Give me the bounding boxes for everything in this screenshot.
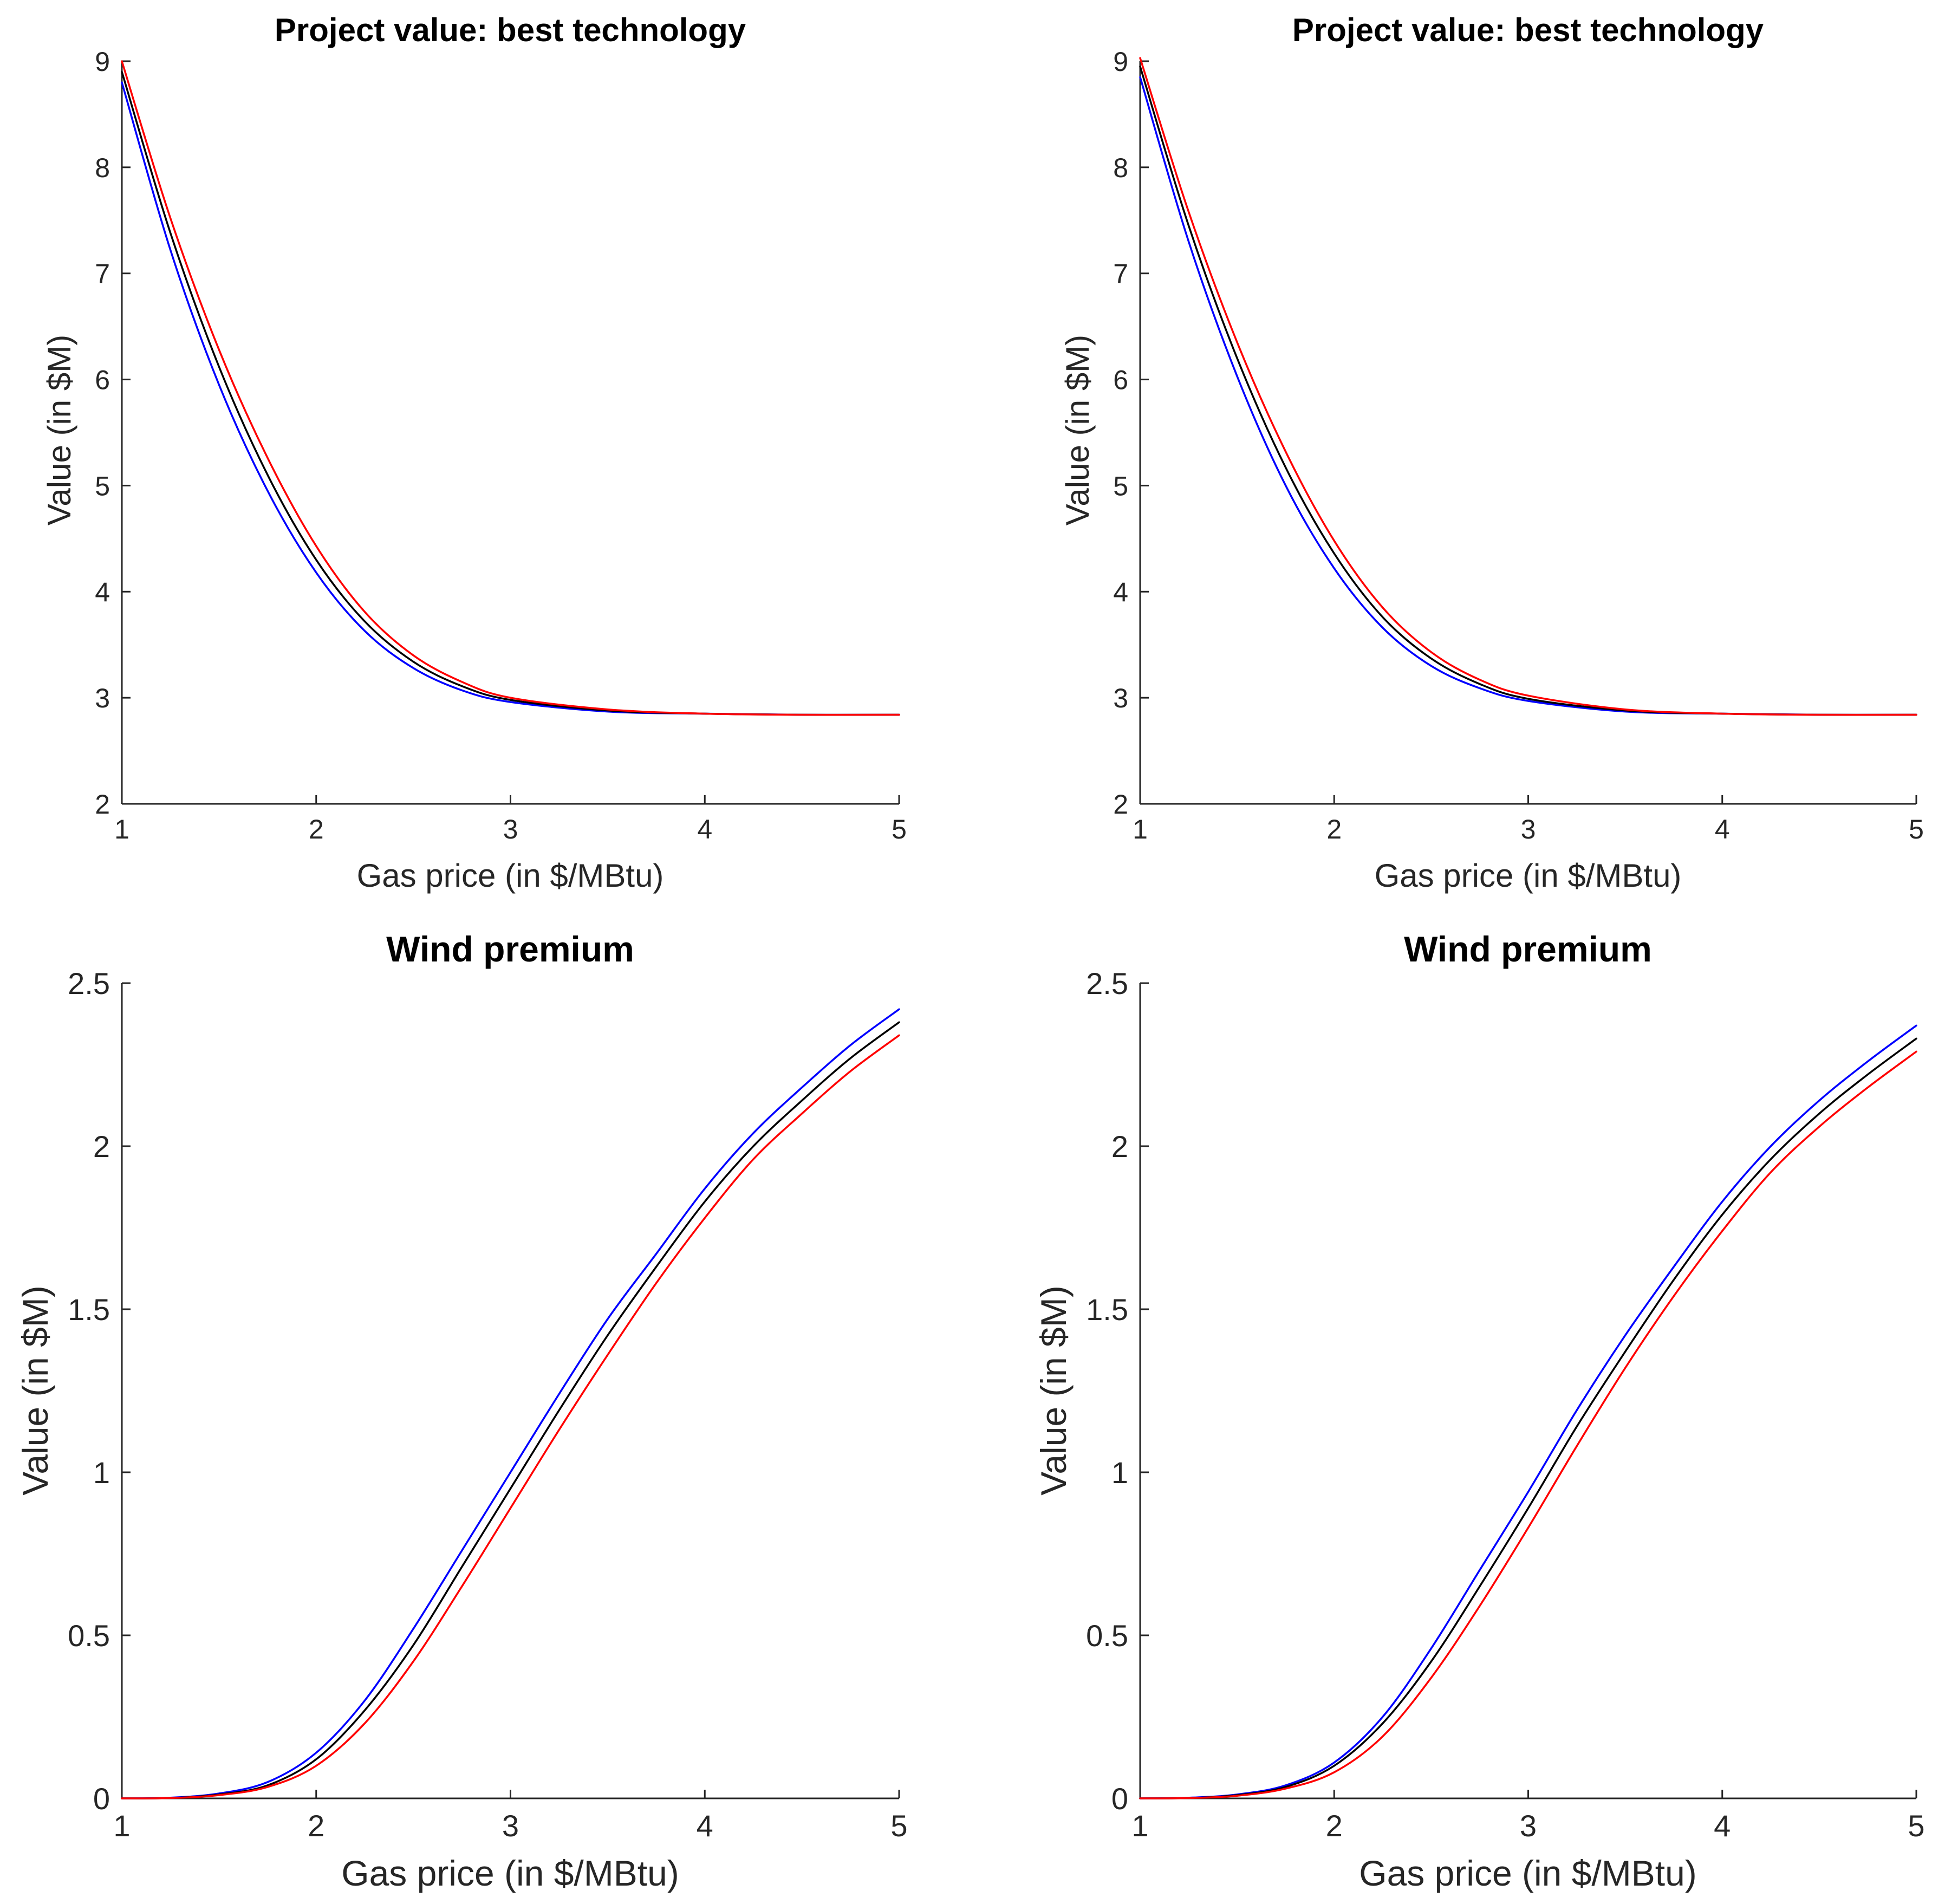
series-line-black <box>121 1021 900 1799</box>
y-tick-label: 8 <box>1113 153 1128 183</box>
series-line-blue <box>1139 1024 1917 1799</box>
x-tick-label: 5 <box>1908 1809 1924 1843</box>
y-axis-label: Value (in $M) <box>41 335 77 525</box>
plot-title: Project value: best technology <box>275 12 746 48</box>
y-tick-label: 1 <box>1111 1455 1128 1490</box>
y-tick-label: 1 <box>93 1455 110 1490</box>
x-tick-label: 3 <box>1520 1809 1537 1843</box>
y-tick-label: 2.5 <box>68 966 110 1000</box>
y-tick-label: 2.5 <box>1086 966 1128 1000</box>
y-tick-label: 8 <box>95 153 110 183</box>
y-tick-label: 7 <box>95 259 110 289</box>
y-tick-label: 1.5 <box>68 1292 110 1327</box>
x-tick-label: 4 <box>697 814 712 844</box>
x-tick-label: 1 <box>1133 814 1148 844</box>
x-tick-label: 5 <box>892 814 907 844</box>
x-axis-label: Gas price (in $/MBtu) <box>341 1853 679 1893</box>
y-tick-label: 7 <box>1113 259 1128 289</box>
y-tick-label: 2 <box>1113 789 1128 820</box>
y-tick-label: 6 <box>1113 365 1128 395</box>
x-tick-label: 2 <box>1326 814 1342 844</box>
series-line-blue <box>121 1008 900 1799</box>
y-tick-label: 9 <box>95 47 110 77</box>
plot-title: Project value: best technology <box>1292 12 1764 48</box>
series-line-red <box>121 60 900 716</box>
plot-area-bottom-right: 1 2 3 4 5 0 0.5 1 1.5 2 2.5 <box>1086 966 1924 1843</box>
y-tick-label: 0.5 <box>68 1619 110 1653</box>
x-tick-label: 4 <box>1715 814 1730 844</box>
x-tick-label: 5 <box>1909 814 1924 844</box>
y-axis-label: Value (in $M) <box>1059 335 1096 525</box>
y-tick-label: 4 <box>1113 577 1128 607</box>
subplot-top-right: Project value: best technology Gas price… <box>1059 12 1764 894</box>
y-tick-label: 5 <box>95 471 110 501</box>
plot-title: Wind premium <box>1404 929 1652 969</box>
y-tick-label: 3 <box>95 683 110 713</box>
y-tick-label: 1.5 <box>1086 1292 1128 1327</box>
y-tick-label: 4 <box>95 577 110 607</box>
y-axis-label: Value (in $M) <box>15 1285 55 1496</box>
x-axis-label: Gas price (in $/MBtu) <box>1359 1853 1697 1893</box>
y-tick-label: 0.5 <box>1086 1619 1128 1653</box>
series-line-red <box>1139 57 1917 716</box>
x-tick-label: 2 <box>1326 1809 1343 1843</box>
x-tick-label: 1 <box>114 814 129 844</box>
y-tick-label: 6 <box>95 365 110 395</box>
x-axis-label: Gas price (in $/MBtu) <box>1375 857 1682 894</box>
series-line-red <box>1139 1050 1917 1799</box>
x-tick-label: 1 <box>113 1809 130 1843</box>
x-tick-label: 2 <box>308 1809 324 1843</box>
y-tick-label: 2 <box>1111 1129 1128 1164</box>
plot-title: Wind premium <box>386 929 634 969</box>
y-axis-label: Value (in $M) <box>1033 1285 1074 1496</box>
plot-area-bottom-left: 1 2 3 4 5 0 0.5 1 1.5 2 2.5 <box>68 966 907 1843</box>
x-tick-label: 3 <box>503 814 518 844</box>
series-line-black <box>1139 1037 1917 1799</box>
y-tick-label: 5 <box>1113 471 1128 501</box>
subplot-bottom-left: Wind premium Gas price (in $/MBtu) Value… <box>15 929 679 1893</box>
y-tick-label: 0 <box>1111 1782 1128 1816</box>
y-tick-label: 3 <box>1113 683 1128 713</box>
x-tick-label: 2 <box>309 814 324 844</box>
x-tick-label: 1 <box>1131 1809 1148 1843</box>
x-tick-label: 3 <box>1521 814 1536 844</box>
y-tick-label: 9 <box>1113 47 1128 77</box>
y-tick-label: 2 <box>93 1129 110 1164</box>
y-tick-label: 0 <box>93 1782 110 1816</box>
x-tick-label: 3 <box>502 1809 519 1843</box>
series-line-red <box>121 1034 900 1799</box>
x-tick-label: 4 <box>697 1809 713 1843</box>
x-tick-label: 5 <box>890 1809 907 1843</box>
x-tick-label: 4 <box>1714 1809 1731 1843</box>
subplot-bottom-right: Wind premium Gas price (in $/MBtu) Value… <box>1033 929 1697 1893</box>
y-tick-label: 2 <box>95 789 110 820</box>
subplot-top-left: Project value: best technology Gas price… <box>41 12 746 894</box>
x-axis-label: Gas price (in $/MBtu) <box>357 857 664 894</box>
